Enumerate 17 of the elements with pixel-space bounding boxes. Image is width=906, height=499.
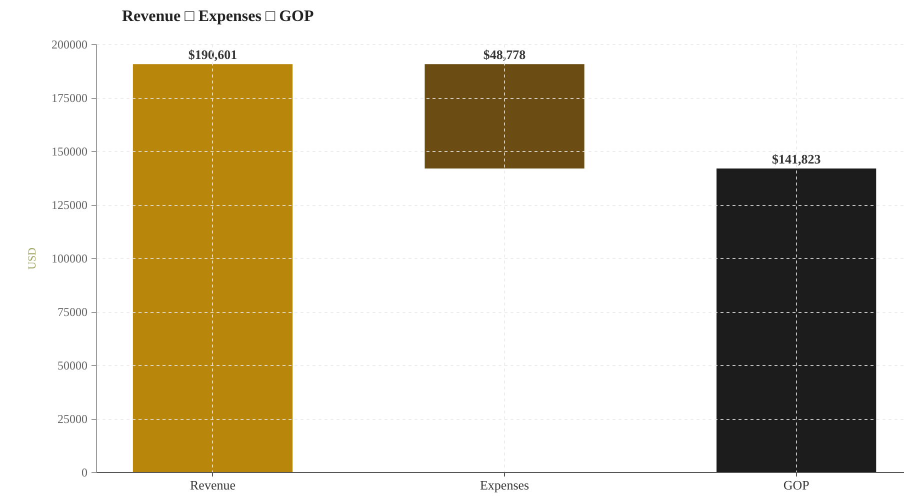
data-label: $190,601 xyxy=(188,47,238,62)
y-tick-label: 200000 xyxy=(52,38,88,52)
y-tick-label: 175000 xyxy=(52,91,88,105)
y-tick-label: 100000 xyxy=(52,252,88,266)
y-tick-label: 150000 xyxy=(52,144,88,158)
chart-title: Revenue □ Expenses □ GOP xyxy=(122,8,314,25)
data-label: $141,823 xyxy=(772,152,822,166)
y-tick-label: 0 xyxy=(82,466,88,480)
y-axis-title: USD xyxy=(26,247,38,270)
y-tick-label: 75000 xyxy=(58,305,88,319)
data-label: $48,778 xyxy=(483,47,526,62)
x-tick-label: Expenses xyxy=(480,478,530,492)
y-tick-label: 25000 xyxy=(58,412,88,426)
y-tick-label: 50000 xyxy=(58,358,88,372)
x-tick-label: GOP xyxy=(783,478,810,492)
x-tick-label: Revenue xyxy=(190,478,236,492)
y-tick-label: 125000 xyxy=(52,198,88,212)
